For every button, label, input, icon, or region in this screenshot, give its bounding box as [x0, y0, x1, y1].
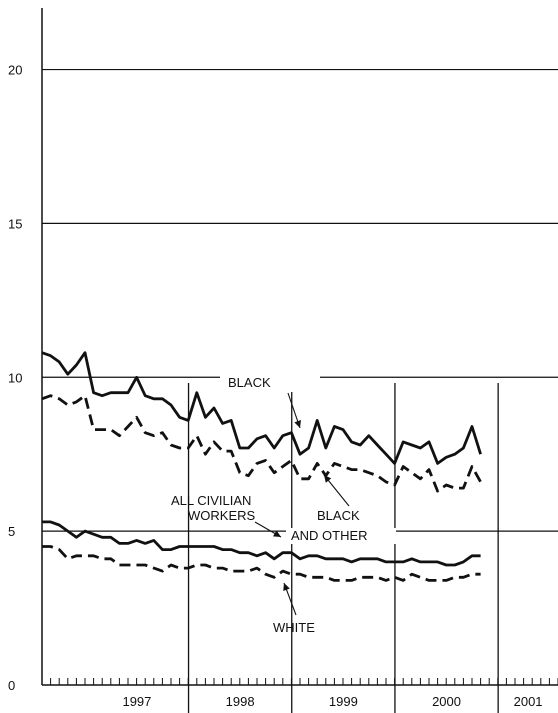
series-line-all-civilian-workers [42, 520, 481, 567]
y-tick-label-0: 0 [8, 678, 15, 693]
year-divider-lines [187, 383, 499, 713]
annotation-leader-lines [220, 374, 396, 616]
year-label-2000: 2000 [432, 694, 461, 709]
label-black-mask [220, 374, 320, 392]
year-label-2001: 2001 [514, 694, 543, 709]
y-tick-label-5: 5 [8, 524, 15, 539]
arrowhead-all-civilian [273, 530, 281, 537]
y-axis-tick-labels: 0 5 10 15 20 [8, 63, 22, 693]
label-black-and-other-mask [286, 528, 396, 544]
label-white: WHITE [273, 620, 315, 635]
label-black-and-other-line1: BLACK [317, 508, 360, 523]
year-label-1997: 1997 [122, 694, 151, 709]
chart-axes [41, 8, 558, 686]
y-tick-label-15: 15 [8, 216, 22, 231]
series-annotations: BLACK ALL CIVILIAN WORKERS BLACK AND OTH… [171, 375, 368, 635]
label-all-civilian-workers-line2: WORKERS [188, 508, 256, 523]
data-series [41, 351, 482, 582]
month-tick-marks [41, 678, 558, 685]
label-black-and-other-line2: AND OTHER [291, 528, 368, 543]
year-label-1999: 1999 [329, 694, 358, 709]
y-tick-label-20: 20 [8, 63, 22, 78]
arrowhead-white [283, 583, 290, 591]
series-line-white [42, 545, 481, 582]
arrowhead-black [294, 420, 301, 428]
x-axis-year-labels: 1997 1998 1999 2000 2001 [122, 694, 542, 709]
label-black: BLACK [228, 375, 271, 390]
year-label-1998: 1998 [226, 694, 255, 709]
arrowhead-black-and-other [324, 475, 332, 483]
y-tick-label-10: 10 [8, 370, 22, 385]
series-line-black-and-other [41, 394, 482, 493]
label-all-civilian-workers-line1: ALL CIVILIAN [171, 493, 251, 508]
horizontal-gridlines [42, 68, 558, 532]
series-line-black [41, 351, 482, 465]
